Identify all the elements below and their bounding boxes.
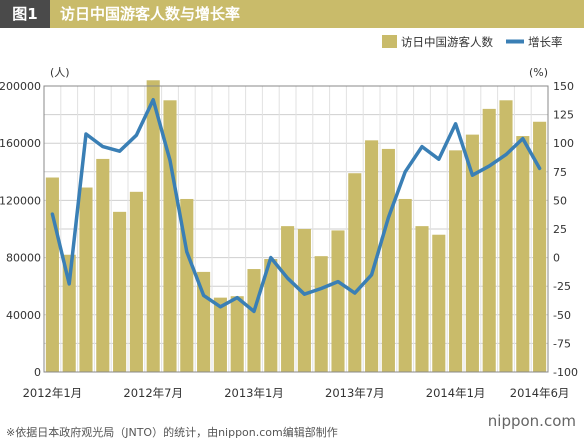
right-tick-label: 50: [553, 194, 567, 207]
bar: [465, 134, 479, 372]
bar: [281, 226, 295, 372]
legend: 访日中国游客人数 增长率: [382, 35, 563, 49]
chart-title: 访日中国游客人数与增长率: [60, 5, 241, 23]
right-tick-label: -25: [553, 280, 571, 293]
right-tick-label: -50: [553, 309, 571, 322]
bar: [129, 191, 143, 372]
bar: [96, 158, 110, 372]
left-tick-label: 80000: [6, 252, 41, 265]
left-tick-label: 0: [34, 366, 41, 379]
growth-rate-line: [50, 97, 542, 314]
legend-swatch-bar: [382, 35, 397, 48]
figure-label: 图1: [0, 0, 50, 28]
bar: [62, 254, 76, 372]
bar: [348, 173, 362, 372]
right-tick-label: 0: [553, 252, 560, 265]
plot-frame: [43, 85, 549, 373]
bar: [45, 177, 59, 372]
brand-logo: nippon.com: [487, 412, 576, 430]
legend-label-line: 增长率: [528, 35, 563, 49]
bar: [449, 150, 463, 372]
bar: [79, 187, 93, 372]
x-tick-label: 2012年1月: [23, 386, 83, 400]
bar: [247, 269, 261, 372]
x-tick-label: 2014年1月: [426, 386, 486, 400]
bar: [213, 297, 227, 372]
left-axis-unit: (人): [50, 66, 70, 79]
bar: [482, 108, 496, 372]
source-note: ※依据日本政府观光局（JNTO）的统计，由nippon.com编辑部制作: [6, 426, 338, 439]
right-tick-label: 100: [553, 137, 574, 150]
bar: [381, 148, 395, 372]
x-tick-label: 2013年1月: [224, 386, 284, 400]
bar: [516, 136, 530, 372]
right-tick-label: 25: [553, 223, 567, 236]
bar: [398, 198, 412, 372]
x-tick-label: 2012年7月: [123, 386, 183, 400]
bar: [230, 296, 244, 372]
bar: [415, 226, 429, 372]
x-tick-label: 2014年6月: [510, 386, 570, 400]
bar: [146, 80, 160, 372]
bar: [499, 100, 513, 373]
bar: [264, 259, 278, 372]
bar-series: [45, 80, 547, 373]
title-bar: 图1 访日中国游客人数与增长率: [0, 0, 584, 28]
left-tick-label: 200000: [0, 80, 41, 93]
bar: [297, 229, 311, 372]
left-tick-label: 160000: [0, 137, 41, 150]
bar: [533, 121, 547, 372]
bar: [432, 234, 446, 372]
legend-label-bar: 访日中国游客人数: [401, 35, 493, 49]
right-tick-label: 125: [553, 109, 574, 122]
right-tick-label: -100: [553, 366, 578, 379]
x-tick-label: 2013年7月: [325, 386, 385, 400]
right-tick-label: -75: [553, 337, 571, 350]
line-series: [50, 97, 542, 314]
bar: [314, 256, 328, 372]
bar: [113, 211, 127, 372]
bar: [331, 230, 345, 372]
right-tick-label: 150: [553, 80, 574, 93]
left-tick-label: 120000: [0, 194, 41, 207]
axes: 0 40000 80000 120000 160000 200000 -100 -75 -50 -…: [0, 66, 578, 400]
combo-chart: 0 40000 80000 120000 160000 200000 -100 -75 -50 -…: [0, 35, 578, 400]
right-tick-label: 75: [553, 166, 567, 179]
bar: [163, 100, 177, 373]
right-axis-unit: (%): [529, 66, 548, 79]
bar: [365, 140, 379, 372]
left-tick-label: 40000: [6, 309, 41, 322]
